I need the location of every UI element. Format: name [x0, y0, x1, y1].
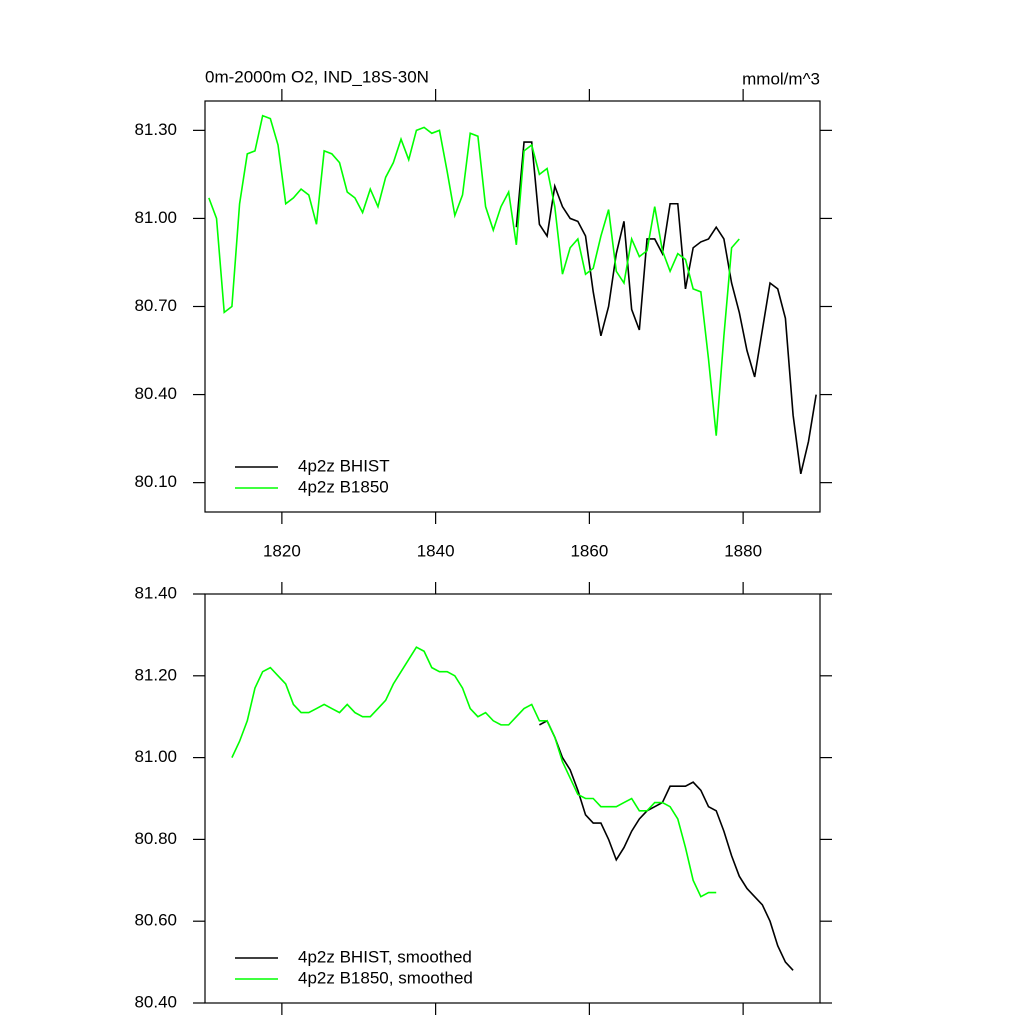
chart-title: 0m-2000m O2, IND_18S-30N: [205, 67, 429, 86]
y-tick-label: 81.00: [134, 208, 177, 227]
legend-label: 4p2z B1850: [298, 477, 389, 496]
y-tick-label: 81.20: [134, 665, 177, 684]
plot-frame: [204, 593, 821, 1004]
legend-label: 4p2z BHIST: [298, 456, 390, 475]
y-tick-label: 81.00: [134, 747, 177, 766]
y-tick-label: 80.60: [134, 911, 177, 930]
legend-label: 4p2z BHIST, smoothed: [298, 947, 472, 966]
legend-label: 4p2z B1850, smoothed: [298, 968, 473, 987]
y-tick-label: 80.10: [134, 472, 177, 491]
x-tick-label: 1840: [417, 541, 455, 560]
series-line: [231, 646, 717, 898]
x-tick-label: 1820: [263, 541, 301, 560]
x-tick-label: 1860: [570, 541, 608, 560]
y-tick-label: 80.40: [134, 992, 177, 1011]
y-tick-label: 80.40: [134, 384, 177, 403]
series-line: [515, 141, 817, 475]
series-line: [539, 719, 794, 971]
y-tick-label: 80.80: [134, 829, 177, 848]
x-tick-label: 1880: [724, 541, 762, 560]
series-line: [208, 114, 740, 436]
units-label: mmol/m^3: [742, 69, 820, 88]
y-tick-label: 80.70: [134, 296, 177, 315]
plot-frame: [204, 100, 821, 513]
y-tick-label: 81.40: [134, 583, 177, 602]
y-tick-label: 81.30: [134, 120, 177, 139]
